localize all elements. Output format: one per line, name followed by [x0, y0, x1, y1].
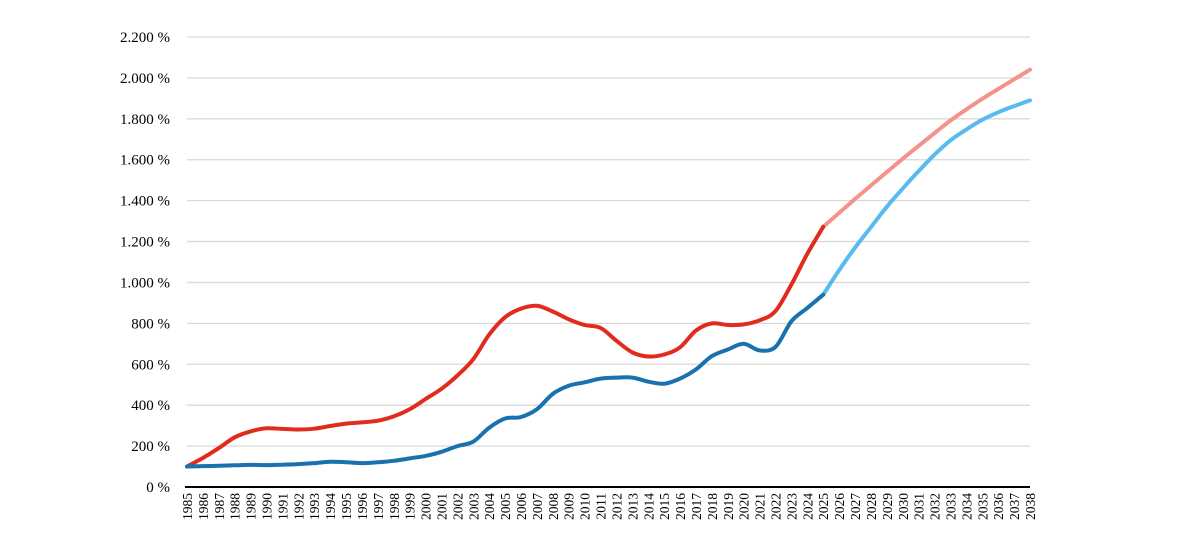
x-axis-tick-label: 2021: [753, 493, 768, 520]
x-axis-tick-label: 2001: [434, 493, 449, 520]
x-axis-tick-label: 2033: [943, 493, 958, 520]
x-axis-tick-label: 1987: [212, 493, 227, 520]
y-axis-tick-label: 600 %: [131, 357, 170, 373]
x-axis-tick-label: 2034: [959, 493, 974, 520]
x-axis-tick-label: 1997: [371, 493, 386, 520]
x-axis-tick-label: 1989: [244, 493, 259, 520]
blue-series-historical-line: [185, 292, 826, 469]
x-axis-tick-label: 2035: [975, 493, 990, 520]
x-axis-tick-label: 1995: [339, 493, 354, 520]
y-axis-tick-label: 400 %: [131, 398, 170, 414]
red-series-projection-line: [821, 67, 1032, 229]
x-axis-tick-label: 2025: [816, 493, 831, 520]
x-axis-tick-label: 2011: [594, 493, 609, 520]
y-axis-tick-label: 2.000 %: [120, 71, 170, 87]
x-axis-tick-label: 2007: [530, 493, 545, 520]
x-axis-tick-label: 2024: [800, 493, 815, 520]
x-axis-tick-label: 1993: [307, 493, 322, 520]
x-axis-tick-label: 2015: [657, 493, 672, 520]
x-axis-tick-label: 2004: [482, 493, 497, 520]
x-axis-tick-label: 2030: [896, 493, 911, 520]
x-axis-tick-label: 2036: [991, 493, 1006, 520]
x-axis-tick-label: 1999: [403, 493, 418, 520]
x-axis-tick-label: 1996: [355, 493, 370, 520]
x-axis-tick-label: 2017: [689, 493, 704, 520]
x-axis-tick-label: 2032: [928, 493, 943, 520]
x-axis-tick-label: 2029: [880, 493, 895, 520]
x-axis-tick-label: 2008: [546, 493, 561, 520]
y-axis-tick-label: 1.800 %: [120, 112, 170, 128]
y-axis-tick-label: 1.600 %: [120, 153, 170, 169]
x-axis-tick-label: 1998: [387, 493, 402, 520]
x-axis-tick-label: 2013: [625, 493, 640, 520]
x-axis-tick-label: 2020: [737, 493, 752, 520]
x-axis-tick-label: 2010: [578, 493, 593, 520]
x-axis-tick-label: 2026: [832, 493, 847, 520]
x-axis-tick-label: 2014: [641, 493, 656, 520]
y-axis-tick-label: 1.400 %: [120, 194, 170, 210]
x-axis-tick-label: 1986: [196, 493, 211, 520]
x-axis-tick-label: 1985: [180, 493, 195, 520]
x-axis-tick-label: 2009: [562, 493, 577, 520]
y-axis-tick-label: 2.200 %: [120, 30, 170, 46]
x-axis-tick-label: 2031: [912, 493, 927, 520]
y-axis-tick-label: 200 %: [131, 439, 170, 455]
y-axis-tick-label: 1.200 %: [120, 235, 170, 251]
x-axis-tick-label: 1992: [291, 493, 306, 520]
x-axis-tick-label: 2038: [1023, 493, 1038, 520]
red-series-historical-line: [185, 224, 826, 469]
x-axis-tick-label: 2005: [498, 493, 513, 520]
y-axis-tick-label: 800 %: [131, 316, 170, 332]
x-axis-tick-label: 2037: [1007, 493, 1022, 520]
x-axis-tick-label: 2023: [784, 493, 799, 520]
y-axis-tick-label: 1.000 %: [120, 275, 170, 291]
y-axis-tick-label: 0 %: [146, 480, 170, 496]
x-axis-tick-label: 1991: [275, 493, 290, 520]
x-axis-tick-label: 2003: [466, 493, 481, 520]
x-axis-tick-label: 2000: [419, 493, 434, 520]
x-axis-tick-label: 2019: [721, 493, 736, 520]
x-axis-tick-label: 2022: [769, 493, 784, 520]
x-axis-tick-label: 1990: [260, 493, 275, 520]
x-axis-tick-label: 2002: [450, 493, 465, 520]
x-axis-tick-label: 2027: [848, 493, 863, 520]
x-axis-tick-label: 1988: [228, 493, 243, 520]
x-axis-tick-label: 2018: [705, 493, 720, 520]
blue-series-projection-line: [821, 98, 1032, 297]
x-axis-tick-label: 2012: [609, 493, 624, 520]
x-axis-tick-label: 2028: [864, 493, 879, 520]
x-axis-tick-label: 2016: [673, 493, 688, 520]
x-axis-tick-label: 2006: [514, 493, 529, 520]
x-axis-tick-label: 1994: [323, 493, 338, 520]
